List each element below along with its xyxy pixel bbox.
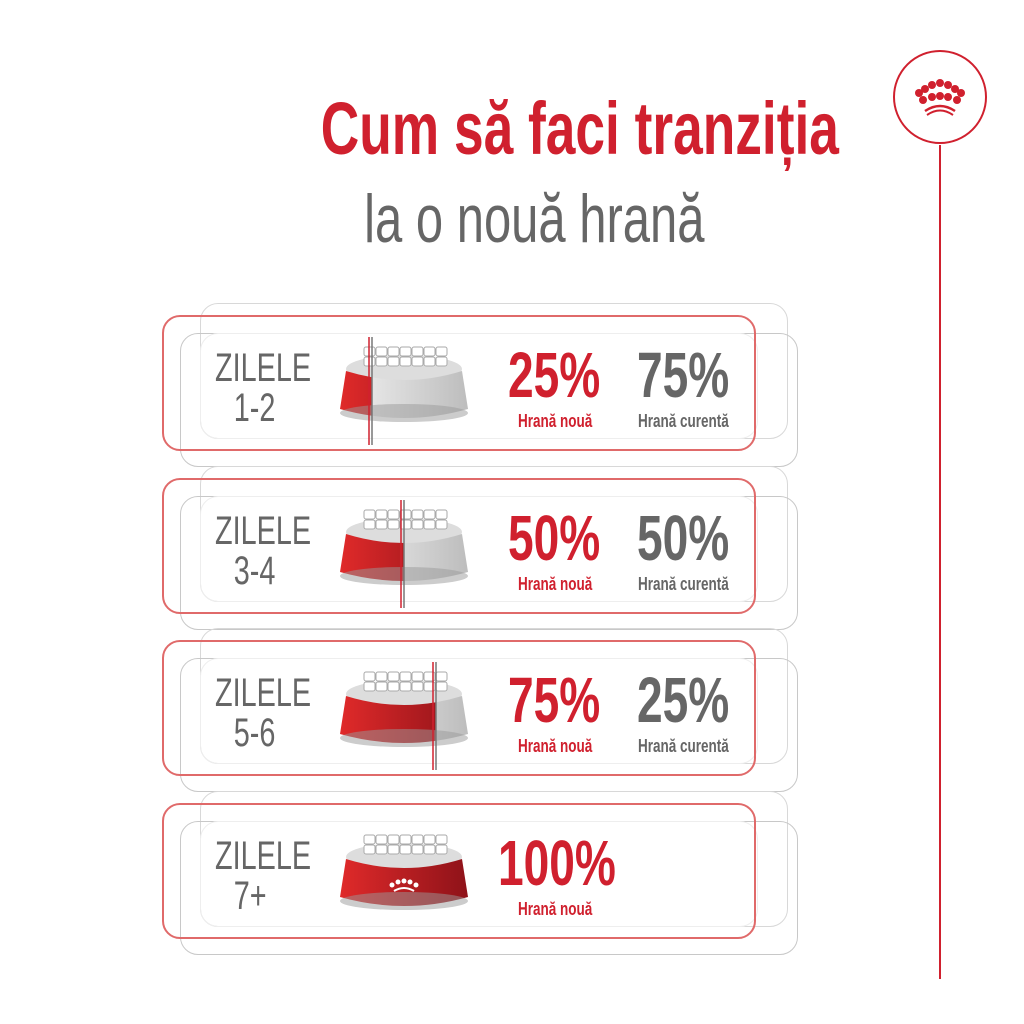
new-food-label: Hrană nouă: [518, 574, 593, 594]
page-title: Cum să faci tranziția: [320, 87, 839, 170]
days-word: ZILELE: [215, 834, 312, 878]
current-food-label: Hrană curentă: [638, 736, 729, 756]
transition-row: ZILELE 5-6 75% Hrană nouă 25% Hrană curen…: [0, 628, 1024, 810]
card-outline: [162, 315, 756, 451]
days-label: ZILELE 3-4: [215, 511, 311, 591]
new-food-label: Hrană nouă: [518, 736, 593, 756]
new-food-percent: 100%: [498, 827, 616, 899]
timeline-line: [939, 145, 941, 979]
food-bowl-icon: [340, 662, 468, 770]
current-food-percent: 25%: [637, 664, 730, 736]
new-food-percent: 75%: [508, 664, 601, 736]
new-food-percent: 25%: [508, 339, 601, 411]
days-range: 7+: [233, 874, 267, 918]
transition-row: ZILELE 3-4 50% Hrană nouă 50% Hrană curen…: [0, 466, 1024, 648]
food-bowl-icon: [340, 337, 468, 445]
days-label: ZILELE 1-2: [215, 348, 311, 428]
card-outline: [162, 803, 756, 939]
card-inner: [200, 496, 758, 602]
new-food-percent: 50%: [508, 502, 601, 574]
page-subtitle: la o nouă hrană: [364, 181, 705, 257]
new-food-label: Hrană nouă: [518, 899, 593, 919]
card-outline: [162, 478, 756, 614]
days-range: 1-2: [233, 386, 276, 430]
food-bowl-icon: [340, 500, 468, 608]
card-inner: [200, 658, 758, 764]
current-food-percent: 50%: [637, 502, 730, 574]
days-word: ZILELE: [215, 671, 312, 715]
card-inner: [200, 821, 758, 927]
current-food-label: Hrană curentă: [638, 574, 729, 594]
days-range: 5-6: [233, 711, 276, 755]
current-food-percent: 75%: [637, 339, 730, 411]
days-word: ZILELE: [215, 509, 312, 553]
current-food-label: Hrană curentă: [638, 411, 729, 431]
royal-canin-crown-icon: [893, 50, 987, 144]
new-food-label: Hrană nouă: [518, 411, 593, 431]
days-word: ZILELE: [215, 346, 312, 390]
card-outline: [162, 640, 756, 776]
days-label: ZILELE 5-6: [215, 673, 311, 753]
transition-row: ZILELE 1-2 25% Hrană nouă 75% Hrană curen…: [0, 303, 1024, 485]
days-label: ZILELE 7+: [215, 836, 311, 916]
days-range: 3-4: [233, 549, 276, 593]
food-bowl-icon: [340, 834, 468, 910]
card-inner: [200, 333, 758, 439]
transition-row: ZILELE 7+ 100% Hrană nouă: [0, 791, 1024, 973]
